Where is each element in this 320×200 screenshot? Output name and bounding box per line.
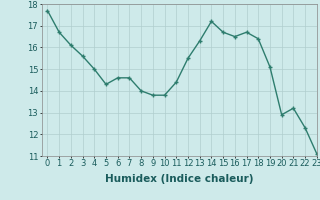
X-axis label: Humidex (Indice chaleur): Humidex (Indice chaleur) bbox=[105, 174, 253, 184]
